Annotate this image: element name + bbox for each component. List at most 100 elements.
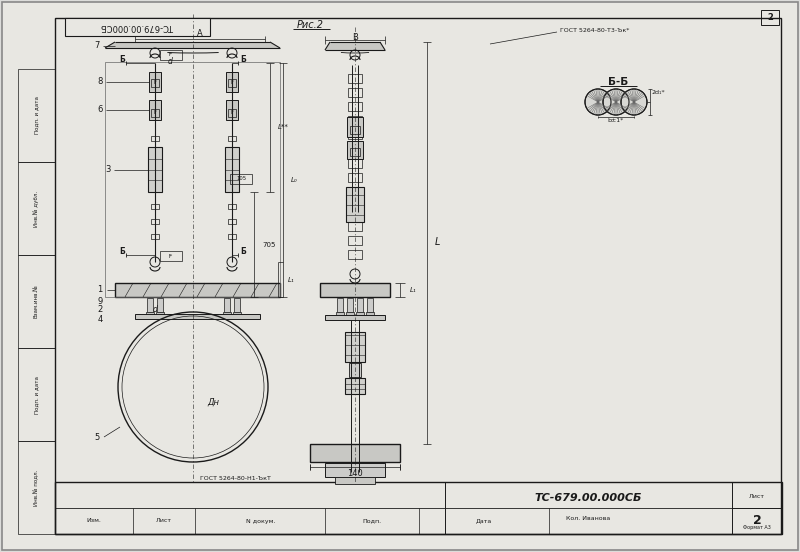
Text: L**: L**: [278, 124, 289, 130]
Text: l*: l*: [230, 110, 234, 115]
Bar: [732, 482, 782, 534]
Bar: [151, 204, 159, 209]
Text: 9: 9: [98, 298, 102, 306]
Text: Инв.№ подл.: Инв.№ подл.: [34, 469, 39, 506]
Bar: [151, 219, 159, 224]
Text: Дата: Дата: [476, 518, 492, 523]
Text: 2: 2: [767, 13, 773, 23]
Text: Б: Б: [240, 55, 246, 63]
Text: l*: l*: [230, 81, 234, 86]
Text: L: L: [435, 237, 440, 247]
Text: Взам.инв.№: Взам.инв.№: [34, 285, 39, 319]
Bar: [325, 463, 385, 477]
Bar: [149, 100, 161, 120]
Bar: [348, 236, 362, 245]
Bar: [348, 222, 362, 231]
Text: 8: 8: [98, 77, 102, 87]
Text: l*: l*: [169, 253, 173, 258]
Bar: [366, 312, 374, 318]
Bar: [356, 312, 364, 318]
Bar: [357, 298, 363, 312]
Text: 2: 2: [753, 514, 762, 528]
Bar: [151, 109, 159, 117]
Bar: [346, 187, 364, 222]
Bar: [226, 100, 238, 120]
Bar: [336, 312, 344, 318]
Bar: [223, 312, 231, 317]
Bar: [105, 62, 280, 297]
Bar: [226, 72, 238, 92]
Bar: [347, 298, 353, 312]
Bar: [367, 298, 373, 312]
Text: d: d: [153, 305, 158, 315]
Text: Изм.: Изм.: [86, 518, 102, 523]
Bar: [135, 314, 260, 319]
Text: Лист: Лист: [156, 518, 172, 523]
Bar: [320, 283, 390, 297]
Text: 2: 2: [98, 305, 102, 315]
Bar: [228, 219, 236, 224]
Bar: [65, 18, 210, 36]
Text: Б: Б: [240, 247, 246, 257]
Text: Формат А3: Формат А3: [743, 526, 771, 530]
Bar: [18, 348, 55, 441]
Bar: [348, 102, 362, 111]
Text: l*: l*: [169, 52, 173, 57]
Text: Б: Б: [119, 55, 125, 63]
Bar: [350, 148, 360, 156]
Bar: [348, 130, 362, 139]
Bar: [146, 312, 154, 317]
Text: N докум.: N докум.: [246, 518, 275, 523]
Bar: [348, 187, 362, 196]
Bar: [348, 250, 362, 259]
Bar: [348, 173, 362, 182]
Bar: [225, 147, 239, 192]
Bar: [151, 136, 159, 141]
Bar: [151, 234, 159, 239]
Bar: [348, 74, 362, 83]
Text: ГОСТ 5264-80-Т3-Ък*: ГОСТ 5264-80-Т3-Ък*: [560, 28, 630, 33]
Text: ТС-679.00.000СБ: ТС-679.00.000СБ: [101, 23, 174, 31]
Bar: [224, 298, 230, 312]
Bar: [228, 79, 236, 87]
Text: Подп. и дата: Подп. и дата: [34, 375, 39, 413]
Bar: [151, 79, 159, 87]
Text: Б-Б: Б-Б: [608, 77, 628, 87]
Polygon shape: [105, 42, 280, 48]
Bar: [348, 116, 362, 125]
Text: 105: 105: [236, 177, 246, 182]
Bar: [160, 251, 182, 261]
Bar: [115, 283, 280, 297]
Text: Подп.: Подп.: [362, 518, 382, 523]
Text: b±1*: b±1*: [607, 118, 623, 123]
Bar: [157, 298, 163, 312]
Text: А: А: [197, 29, 203, 39]
Bar: [349, 363, 361, 377]
Text: Дн: Дн: [207, 397, 219, 406]
Bar: [345, 378, 365, 394]
Bar: [233, 312, 241, 317]
Text: 705: 705: [262, 242, 275, 248]
Bar: [228, 234, 236, 239]
Bar: [55, 482, 782, 534]
Text: 5: 5: [94, 433, 100, 442]
Text: В: В: [352, 33, 358, 41]
Bar: [156, 312, 164, 317]
Bar: [325, 315, 385, 320]
Bar: [228, 204, 236, 209]
Polygon shape: [325, 42, 385, 50]
Bar: [18, 69, 55, 162]
Text: 2d₁*: 2d₁*: [652, 89, 666, 94]
Text: Рис.2: Рис.2: [297, 20, 323, 30]
Bar: [761, 10, 779, 25]
Circle shape: [621, 89, 647, 115]
Text: 140: 140: [347, 469, 363, 477]
Text: Кол. Иванова: Кол. Иванова: [566, 516, 610, 521]
Bar: [18, 441, 55, 534]
Text: d: d: [167, 57, 173, 66]
Text: 4: 4: [98, 315, 102, 323]
Bar: [230, 174, 252, 184]
Text: Подп. и дата: Подп. и дата: [34, 97, 39, 135]
Text: Б: Б: [119, 247, 125, 257]
Text: 6: 6: [98, 105, 102, 114]
